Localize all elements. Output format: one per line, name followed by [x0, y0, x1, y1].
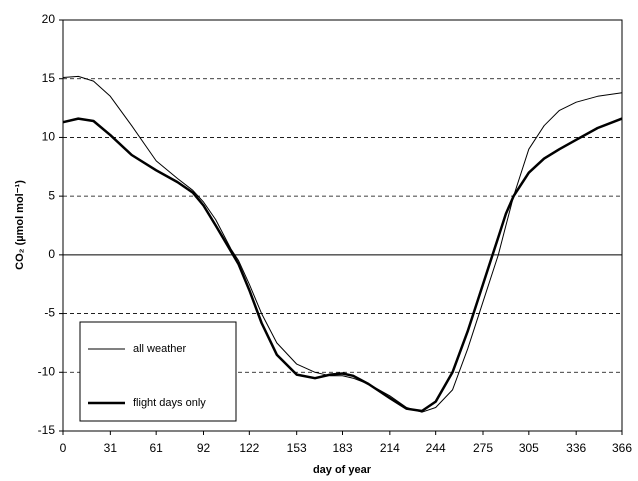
y-tick-label: 15	[42, 71, 56, 85]
x-tick-label: 0	[60, 441, 67, 455]
x-axis-label: day of year	[313, 464, 372, 476]
x-tick-label: 183	[332, 441, 352, 455]
y-tick-label: -15	[38, 423, 56, 437]
x-tick-label: 366	[612, 441, 632, 455]
y-tick-label: 0	[48, 247, 55, 261]
x-tick-label: 153	[287, 441, 307, 455]
y-axis-label: CO₂ (µmol mol⁻¹)	[14, 180, 26, 270]
x-tick-label: 305	[519, 441, 539, 455]
x-tick-label: 244	[426, 441, 446, 455]
y-tick-label: 5	[48, 188, 55, 202]
x-tick-label: 61	[149, 441, 163, 455]
x-tick-label: 275	[473, 441, 493, 455]
x-tick-label: 31	[104, 441, 118, 455]
series-line	[62, 117, 623, 413]
legend-label: flight days only	[133, 397, 206, 409]
x-tick-label: 336	[566, 441, 586, 455]
y-tick-label: -10	[38, 364, 56, 378]
x-tick-label: 92	[197, 441, 211, 455]
legend-box	[79, 321, 237, 422]
y-tick-label: -5	[44, 306, 55, 320]
y-tick-label: 20	[42, 12, 56, 26]
y-tick-label: 10	[42, 130, 56, 144]
legend-label: all weather	[133, 343, 187, 355]
x-tick-label: 122	[239, 441, 259, 455]
x-tick-label: 214	[380, 441, 400, 455]
